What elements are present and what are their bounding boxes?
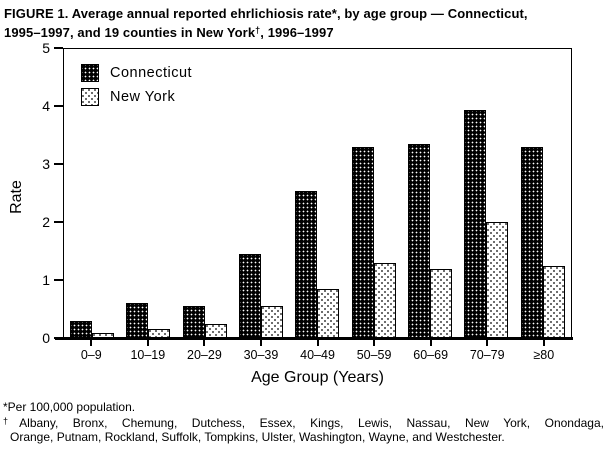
bar-connecticut-60-69: [408, 144, 431, 338]
bar-group-70-79: [458, 49, 514, 338]
x-tick-label-20-29: 20–29: [187, 348, 222, 362]
x-tick-label-30-39: 30–39: [243, 348, 279, 362]
x-tick-mark-50-59: [373, 340, 376, 346]
bar-new-york-70-79: [486, 222, 509, 338]
x-tick-mark-40-49: [316, 340, 319, 346]
y-tick-mark-5: [54, 47, 63, 49]
bar-connecticut-40-49: [295, 190, 318, 338]
bar-group-50-59: [346, 49, 402, 338]
legend-item-connecticut: Connecticut: [81, 64, 192, 82]
y-tick-label-2: 2: [42, 214, 50, 230]
x-tick-label--80: ≥80: [533, 348, 555, 362]
bar-new-york-30-39: [261, 306, 284, 338]
x-tick-label-60-69: 60–69: [413, 348, 449, 362]
bar-group--80: [515, 49, 571, 338]
bar-group-30-39: [233, 49, 289, 338]
footnote-dagger-line1-text: Albany, Bronx, Chemung, Dutchess, Essex,…: [19, 416, 604, 430]
figure-title-line2: 1995–1997, and 19 counties in New York: [4, 25, 256, 40]
x-tick-cell-50-59: 50–59: [346, 340, 403, 362]
x-tick-label-0-9: 0–9: [80, 348, 102, 362]
x-axis-line: [55, 337, 573, 340]
x-tick-mark-20-29: [203, 340, 206, 346]
y-tick-label-5: 5: [42, 40, 50, 56]
bar-group-40-49: [289, 49, 345, 338]
x-tick-mark-10-19: [146, 340, 149, 346]
y-tick-mark-3: [54, 163, 63, 165]
y-tick-label-0: 0: [42, 330, 50, 346]
x-tick-label-40-49: 40–49: [300, 348, 335, 362]
x-tick-cell-70-79: 70–79: [459, 340, 516, 362]
x-tick-label-10-19: 10–19: [130, 348, 166, 362]
y-tick-label-1: 1: [42, 272, 50, 288]
legend-item-new-york: New York: [81, 88, 192, 106]
footnote-asterisk-text: Per 100,000 population.: [7, 400, 136, 414]
figure-title-line2-tail: , 1996–1997: [260, 25, 334, 40]
x-tick-cell-0-9: 0–9: [63, 340, 120, 362]
asterisk-marker: *: [3, 400, 8, 414]
plot-area: Connecticut New York: [63, 48, 572, 339]
bar-connecticut-70-79: [464, 109, 487, 338]
y-tick-mark-0: [54, 337, 63, 339]
bar-connecticut-0-9: [70, 320, 93, 338]
legend-swatch-new-york: [81, 88, 99, 106]
bar-new-york-50-59: [373, 262, 396, 338]
x-tick-cell-40-49: 40–49: [289, 340, 346, 362]
x-tick-cell--80: ≥80: [516, 340, 573, 362]
figure-title-line1: FIGURE 1. Average annual reported ehrlic…: [4, 6, 528, 21]
legend-label-connecticut: Connecticut: [110, 65, 193, 81]
dagger-superscript: †: [255, 25, 261, 35]
x-tick-mark-0-9: [90, 340, 93, 346]
x-tick-mark-30-39: [259, 340, 262, 346]
bar-new-york-20-29: [204, 323, 227, 338]
footnote-dagger-line2: Orange, Putnam, Rockland, Suffolk, Tompk…: [10, 430, 505, 444]
legend: Connecticut New York: [81, 64, 192, 112]
y-tick-label-4: 4: [42, 98, 50, 114]
x-tick-cell-20-29: 20–29: [176, 340, 233, 362]
bar-groups: [64, 49, 571, 338]
y-tick-mark-1: [54, 279, 63, 281]
y-tick-mark-2: [54, 221, 63, 223]
bar-group-60-69: [402, 49, 458, 338]
bar-group-20-29: [177, 49, 233, 338]
bar-new-york--80: [542, 265, 565, 338]
footnote-dagger: †Albany, Bronx, Chemung, Dutchess, Essex…: [3, 414, 604, 444]
y-tick-mark-4: [54, 105, 63, 107]
x-axis-title: Age Group (Years): [251, 369, 384, 386]
bar-connecticut-30-39: [239, 254, 262, 338]
legend-swatch-connecticut: [81, 64, 99, 82]
y-axis-title: Rate: [8, 180, 25, 214]
x-tick-mark-60-69: [429, 340, 432, 346]
bar-connecticut--80: [520, 147, 543, 338]
x-tick-mark-70-79: [486, 340, 489, 346]
legend-label-new-york: New York: [110, 89, 176, 105]
bar-new-york-60-69: [430, 268, 453, 338]
bar-connecticut-50-59: [351, 147, 374, 338]
x-tick-label-50-59: 50–59: [356, 348, 392, 362]
x-tick-mark--80: [542, 340, 545, 346]
figure-title: FIGURE 1. Average annual reported ehrlic…: [4, 6, 604, 41]
bar-connecticut-20-29: [182, 306, 205, 338]
x-axis-ticks: 0–9 10–19 20–29 30–39 40–49 50–59 60–69 70–79 ≥8…: [63, 340, 572, 362]
dagger-marker: †: [3, 416, 20, 426]
x-tick-cell-30-39: 30–39: [233, 340, 290, 362]
x-tick-cell-10-19: 10–19: [120, 340, 177, 362]
footnote-asterisk: *Per 100,000 population.: [3, 400, 604, 414]
footnote-dagger-line1: †Albany, Bronx, Chemung, Dutchess, Essex…: [3, 414, 604, 430]
y-tick-label-3: 3: [42, 156, 50, 172]
bar-connecticut-10-19: [126, 303, 149, 338]
x-tick-cell-60-69: 60–69: [402, 340, 459, 362]
footnotes: *Per 100,000 population. †Albany, Bronx,…: [3, 400, 604, 444]
bar-new-york-40-49: [317, 288, 340, 338]
x-tick-label-70-79: 70–79: [469, 348, 505, 362]
